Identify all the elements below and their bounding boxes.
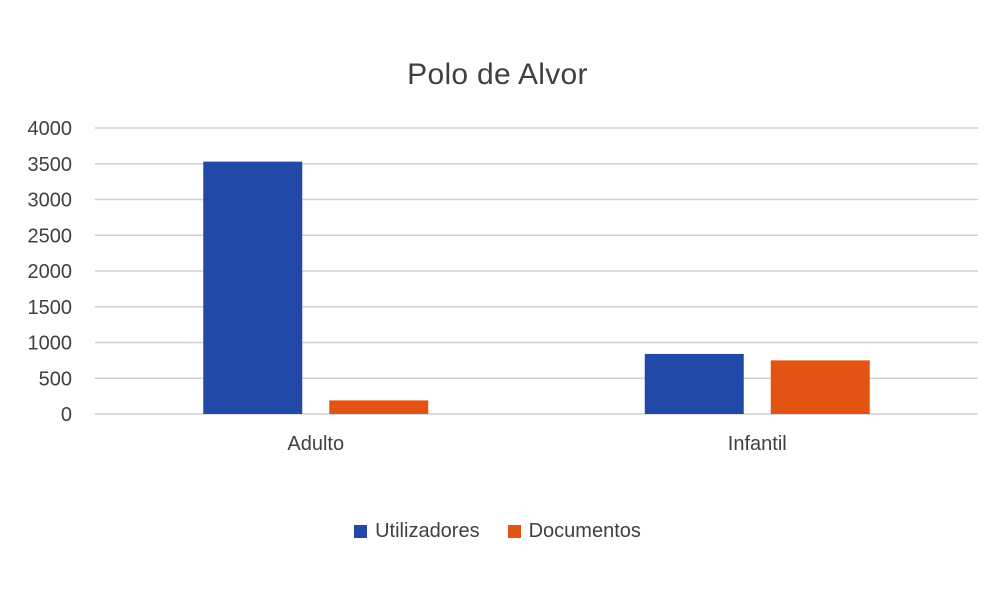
y-tick-label-2000: 2000 — [28, 261, 73, 283]
bar-documentos-infantil[interactable] — [770, 360, 870, 414]
y-tick-label-3000: 3000 — [28, 190, 73, 212]
legend-swatch-documentos — [507, 525, 521, 538]
bar-utilizadores-adulto[interactable] — [203, 161, 303, 414]
x-tick-label-infantil: Infantil — [728, 433, 787, 455]
bar-utilizadores-infantil[interactable] — [644, 353, 744, 414]
y-tick-label-0: 0 — [61, 404, 72, 426]
legend-label-documentos: Documentos — [528, 520, 641, 542]
legend-swatch-utilizadores — [354, 525, 368, 538]
y-tick-label-1000: 1000 — [28, 333, 73, 355]
chart-title: Polo de Alvor — [407, 58, 588, 91]
legend-item-documentos[interactable]: Documentos — [507, 520, 641, 543]
x-axis-tick-labels: Adulto Infantil — [287, 433, 786, 455]
legend-item-utilizadores[interactable]: Utilizadores — [354, 520, 480, 543]
bar-documentos-adulto[interactable] — [329, 400, 429, 414]
x-tick-label-adulto: Adulto — [287, 433, 344, 455]
y-axis-tick-labels: 0 500 1000 1500 2000 2500 3000 3500 4000 — [28, 118, 73, 426]
y-tick-label-500: 500 — [39, 368, 72, 390]
legend: Utilizadores Documentos — [0, 520, 995, 543]
y-tick-label-4000: 4000 — [28, 118, 73, 140]
legend-label-utilizadores: Utilizadores — [375, 520, 480, 542]
y-tick-label-2500: 2500 — [28, 225, 73, 247]
y-tick-label-1500: 1500 — [28, 297, 73, 319]
bars — [203, 161, 870, 414]
y-tick-label-3500: 3500 — [28, 154, 73, 176]
